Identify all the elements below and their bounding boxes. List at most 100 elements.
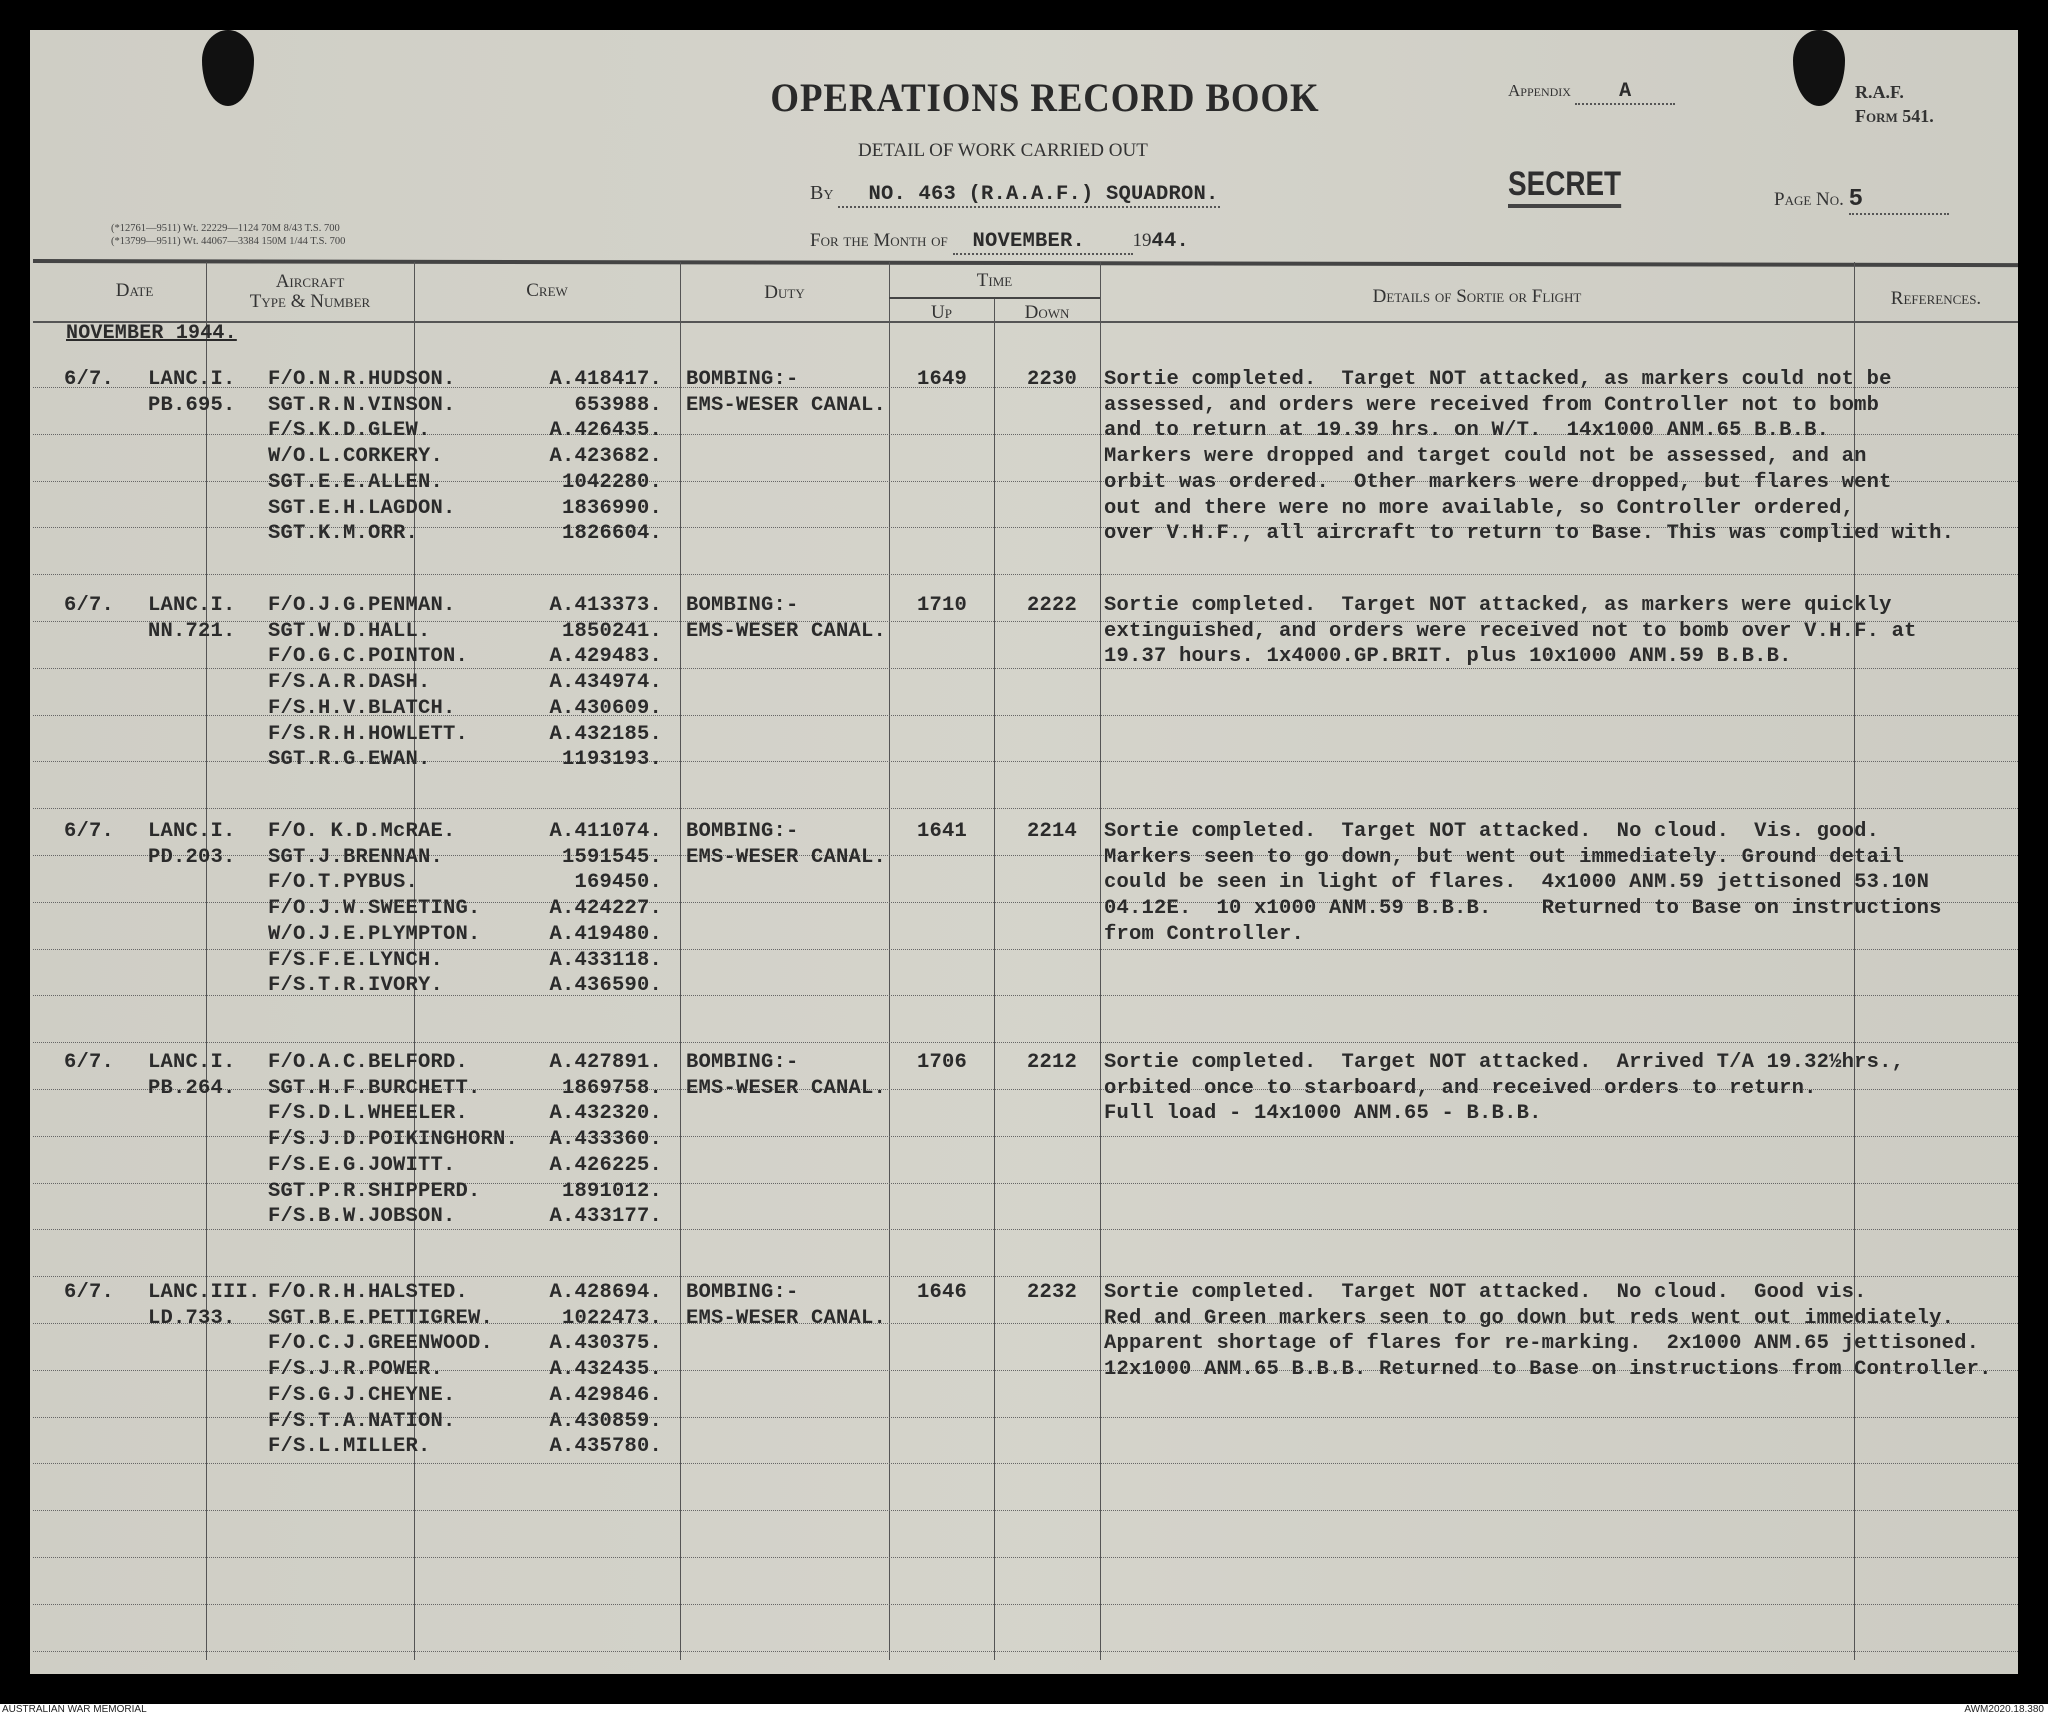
- time-subheader-rule: [889, 297, 1100, 299]
- entry-date: 6/7.: [64, 1051, 115, 1074]
- details-line: 12x1000 ANM.65 B.B.B. Returned to Base o…: [1104, 1358, 1992, 1382]
- column-divider: [994, 298, 995, 1660]
- crew-name: F/S.B.W.JOBSON.: [268, 1205, 456, 1229]
- crew-name: F/S.F.E.LYNCH.: [268, 948, 444, 972]
- ruled-line: [33, 1416, 2018, 1418]
- ruled-line: [33, 1323, 2018, 1324]
- details-line: Sortie completed. Target NOT attacked. N…: [1104, 820, 1880, 843]
- year-prefix: 19: [1132, 230, 1152, 251]
- duty-line: EMS-WESER CANAL.: [686, 619, 887, 643]
- col-aircraft-line1: Aircraft: [275, 271, 345, 292]
- crew-service-number: 1042280.: [561, 470, 662, 494]
- raf-label: R.A.F.: [1855, 82, 1904, 102]
- crew-service-number: 1850241.: [561, 619, 662, 643]
- ruled-line: [33, 433, 2018, 435]
- ruled-line: [33, 1089, 2018, 1090]
- details-line: 19.37 hours. 1x4000.GP.BRIT. plus 10x100…: [1104, 645, 1792, 669]
- crew-service-number: 1891012.: [561, 1179, 662, 1203]
- ruled-line: [33, 1650, 2018, 1652]
- crew-service-number: A.418417.: [549, 368, 662, 391]
- column-divider: [1854, 262, 1855, 1660]
- details-line: Sortie completed. Target NOT attacked. N…: [1104, 1281, 1867, 1304]
- crew-service-number: A.429846.: [549, 1383, 662, 1407]
- details-line: orbited once to starboard, and received …: [1104, 1076, 1817, 1100]
- crew-service-number: A.419480.: [549, 922, 662, 946]
- print-reference: (*12761—9511) Wt. 22229—1124 70M 8/43 T.…: [111, 222, 345, 248]
- details-line: Full load - 14x1000 ANM.65 - B.B.B.: [1104, 1102, 1542, 1126]
- crew-name: F/S.T.A.NATION.: [268, 1409, 456, 1433]
- duty-line: EMS-WESER CANAL.: [686, 845, 887, 869]
- crew-service-number: A.430609.: [549, 696, 662, 720]
- crew-service-number: A.423682.: [549, 445, 662, 469]
- crew-name: SGT.J.BRENNAN.: [268, 845, 444, 869]
- ruled-line: [33, 901, 2018, 903]
- crew-service-number: A.433360.: [549, 1128, 662, 1152]
- crew-name: F/O.J.G.PENMAN.: [268, 594, 456, 617]
- crew-name: F/S.J.D.POIKINGHORN.: [268, 1128, 519, 1152]
- details-line: Sortie completed. Target NOT attacked, a…: [1104, 368, 1892, 391]
- crew-service-number: A.434974.: [549, 671, 662, 695]
- crew-service-number: A.411074.: [549, 820, 662, 843]
- crew-service-number: A.426435.: [549, 419, 662, 443]
- punch-hole: [202, 30, 254, 106]
- crew-service-number: A.432185.: [549, 722, 662, 746]
- ruled-line: [33, 1135, 2018, 1137]
- details-line: Red and Green markers seen to go down bu…: [1104, 1306, 1955, 1330]
- duty-line: EMS-WESER CANAL.: [686, 393, 887, 417]
- time-down: 2232: [1026, 1281, 1077, 1304]
- crew-service-number: A.430859.: [549, 1409, 662, 1433]
- time-up: 1710: [916, 594, 967, 617]
- squadron-field: By NO. 463 (R.A.A.F.) SQUADRON.: [810, 182, 1221, 208]
- crew-name: F/S.A.R.DASH.: [268, 671, 431, 695]
- record-page: [30, 30, 2018, 1674]
- entry-date: 6/7.: [64, 1281, 115, 1304]
- column-divider: [414, 262, 415, 1660]
- crew-service-number: A.435780.: [549, 1435, 662, 1459]
- details-line: Sortie completed. Target NOT attacked, a…: [1104, 594, 1892, 617]
- col-details: Details of Sortie or Flight: [1372, 286, 1582, 307]
- crew-name: F/O.C.J.GREENWOOD.: [268, 1332, 494, 1356]
- crew-service-number: 1022473.: [561, 1306, 662, 1330]
- ruled-line: [33, 761, 2018, 763]
- entry-date: 6/7.: [64, 820, 115, 843]
- details-line: could be seen in light of flares. 4x1000…: [1104, 871, 1930, 895]
- month-value: NOVEMBER.: [952, 230, 1133, 255]
- crew-name: F/O.A.C.BELFORD.: [268, 1051, 469, 1074]
- year-suffix: 44.: [1151, 230, 1190, 253]
- crew-name: F/S.G.J.CHEYNE.: [268, 1383, 456, 1407]
- secret-stamp: SECRET: [1508, 165, 1622, 208]
- ruled-line: [33, 948, 2018, 950]
- col-references: References.: [1890, 288, 1982, 309]
- crew-name: F/S.J.R.POWER.: [268, 1358, 444, 1382]
- page-label: Page No.: [1774, 189, 1844, 210]
- details-line: 04.12E. 10 x1000 ANM.59 B.B.B. Returned …: [1104, 897, 1942, 921]
- form-id: R.A.F. Form 541.: [1855, 80, 1934, 128]
- aircraft-type: LANC.I.: [148, 820, 236, 843]
- details-line: Markers were dropped and target could no…: [1104, 445, 1867, 469]
- print-ref-line: (*13799—9511) Wt. 44067—3384 150M 1/44 T…: [111, 236, 346, 247]
- ruled-line: [33, 1042, 2018, 1044]
- crew-service-number: 1591545.: [561, 845, 662, 869]
- duty-line: BOMBING:-: [686, 368, 799, 391]
- appendix-value: A: [1575, 80, 1676, 105]
- form-title: OPERATIONS RECORD BOOK: [770, 75, 1320, 120]
- crew-name: F/S.H.V.BLATCH.: [268, 696, 456, 720]
- duty-line: BOMBING:-: [686, 594, 799, 617]
- form-subtitle: DETAIL OF WORK CARRIED OUT: [858, 140, 1148, 161]
- details-line: orbit was ordered. Other markers were dr…: [1104, 470, 1892, 494]
- crew-name: SGT.R.G.EWAN.: [268, 748, 431, 772]
- duty-line: EMS-WESER CANAL.: [686, 1306, 887, 1330]
- ruled-line: [33, 1603, 2018, 1605]
- crew-name: SGT.R.N.VINSON.: [268, 393, 456, 417]
- column-divider: [680, 262, 681, 1660]
- crew-name: F/O.G.C.POINTON.: [268, 645, 469, 669]
- details-line: Sortie completed. Target NOT attacked. A…: [1104, 1051, 1905, 1074]
- col-up: Up: [931, 302, 952, 323]
- crew-name: F/O.R.H.HALSTED.: [268, 1281, 469, 1304]
- duty-line: BOMBING:-: [686, 820, 799, 843]
- crew-name: F/S.D.L.WHEELER.: [268, 1102, 469, 1126]
- time-down: 2212: [1026, 1051, 1077, 1074]
- col-aircraft: Aircraft Type & Number: [206, 272, 414, 312]
- appendix-label: Appendix: [1508, 81, 1571, 100]
- section-heading: NOVEMBER 1944.: [66, 322, 237, 345]
